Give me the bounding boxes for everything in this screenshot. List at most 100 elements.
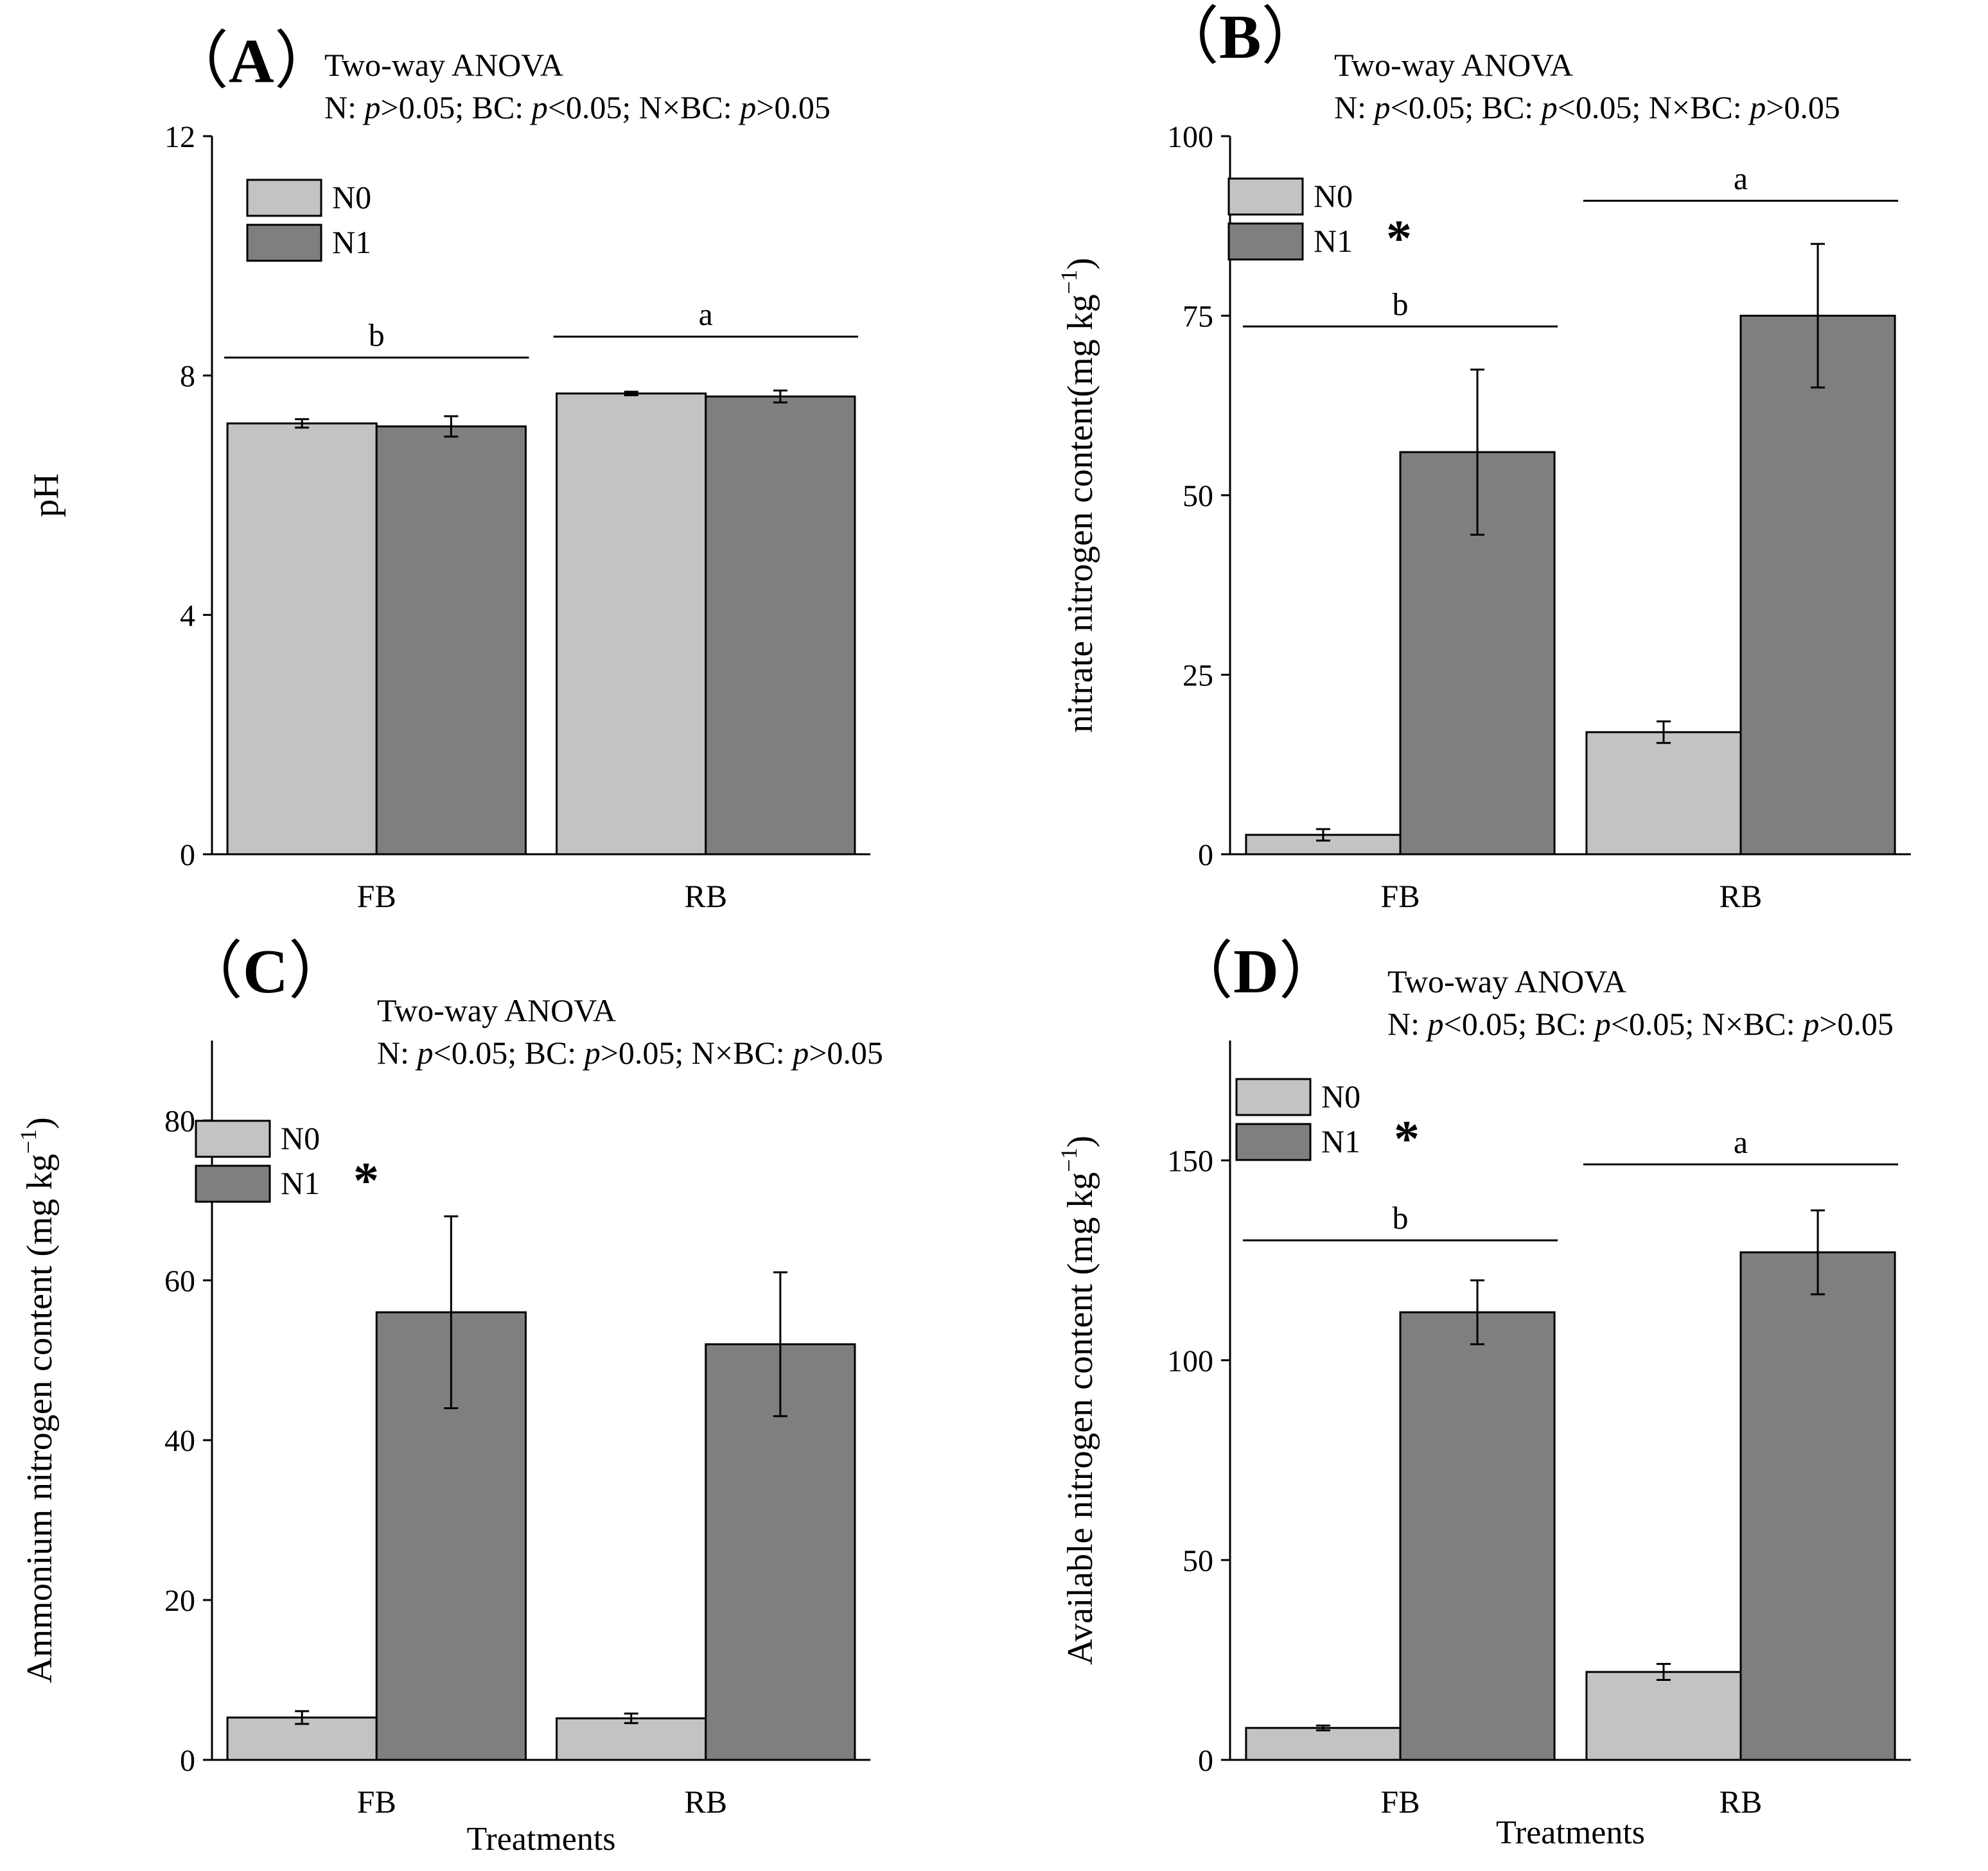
y-axis-title: pH xyxy=(26,473,66,517)
y-axis-title-close: ) xyxy=(1060,258,1100,270)
bar-fb-n0 xyxy=(226,422,378,856)
panel-label: （D） xyxy=(1170,937,1342,1006)
stats-text-segment: >0.05 xyxy=(1766,89,1840,125)
bar-fb-n0 xyxy=(1245,1726,1402,1761)
p-symbol: p xyxy=(416,1035,434,1071)
y-tick-label: 80 xyxy=(164,1104,195,1138)
y-axis-title-close: ) xyxy=(20,1117,60,1129)
legend-swatch-n1 xyxy=(1235,1123,1312,1161)
anova-stats: N: p<0.05; BC: p<0.05; N×BC: p>0.05 xyxy=(1387,1006,1894,1042)
panel-label: （B） xyxy=(1156,3,1324,72)
stats-text-segment: >0.05 xyxy=(809,1035,883,1071)
bar-fb-n1 xyxy=(375,425,527,856)
legend-swatch-n0 xyxy=(1235,1078,1312,1116)
stats-text-segment: >0.05 xyxy=(756,89,831,125)
significance-letter: a xyxy=(1734,1124,1748,1160)
significance-letter: b xyxy=(1393,286,1409,322)
bar-fb-n1 xyxy=(1399,1311,1556,1761)
bar-rb-n1 xyxy=(1739,315,1896,856)
y-axis-title-superscript: −1 xyxy=(15,1129,41,1154)
y-axis-title-text: Available nitrogen content (mg kg xyxy=(1060,1172,1100,1665)
y-tick-label: 50 xyxy=(1183,1544,1213,1578)
stats-text-segment: <0.05; N×BC: xyxy=(1558,89,1750,125)
legend-swatch-n1 xyxy=(1227,222,1304,261)
y-tick-label: 0 xyxy=(1198,838,1213,872)
stats-text-segment: <0.05; BC: xyxy=(434,1035,585,1071)
y-axis-title: Available nitrogen content (mg kg−1) xyxy=(1056,1136,1100,1665)
legend-swatch-n0 xyxy=(246,179,322,217)
x-category-label: RB xyxy=(1720,1784,1763,1820)
significance-letter: a xyxy=(1734,161,1748,197)
y-tick-label: 100 xyxy=(1167,120,1213,154)
legend-label-n1: N1 xyxy=(332,224,371,260)
p-symbol: p xyxy=(1426,1006,1444,1042)
panel-label-paren-close: ） xyxy=(274,27,337,96)
anova-title: Two-way ANOVA xyxy=(377,992,616,1028)
y-axis-title-text: nitrate nitrogen content(mg kg xyxy=(1060,294,1100,733)
stats-text-segment: <0.05; BC: xyxy=(1391,89,1542,125)
y-axis-title-superscript: −1 xyxy=(1056,270,1082,294)
legend-label-n1: N1 xyxy=(1314,223,1353,259)
x-category-label: RB xyxy=(684,878,727,914)
stats-text-segment: <0.05; N×BC: xyxy=(548,89,741,125)
anova-stats: N: p<0.05; BC: p>0.05; N×BC: p>0.05 xyxy=(377,1035,883,1071)
p-symbol: p xyxy=(791,1035,809,1071)
x-axis-title: Treatments xyxy=(466,1821,615,1858)
legend-label-n1: N1 xyxy=(1321,1123,1360,1159)
stats-text-segment: >0.05; BC: xyxy=(381,89,532,125)
y-tick-label: 0 xyxy=(180,1744,195,1778)
x-category-label: FB xyxy=(357,1784,396,1820)
y-axis-title-superscript: −1 xyxy=(1056,1148,1082,1172)
stats-text-segment: <0.05; BC: xyxy=(1444,1006,1595,1042)
legend-label-n0: N0 xyxy=(332,179,371,215)
y-tick-label: 75 xyxy=(1183,300,1213,334)
legend-significance-star: * xyxy=(1386,211,1412,267)
significance-letter: b xyxy=(369,317,385,353)
anova-stats: N: p<0.05; BC: p<0.05; N×BC: p>0.05 xyxy=(1334,89,1840,125)
x-category-label: FB xyxy=(1380,878,1420,914)
p-symbol: p xyxy=(1801,1006,1819,1042)
legend-label-n1: N1 xyxy=(281,1165,320,1201)
bar-rb-n0 xyxy=(556,392,707,856)
y-axis-title-close: ) xyxy=(1060,1136,1100,1148)
stats-text-segment: N: xyxy=(1334,89,1375,125)
y-tick-label: 0 xyxy=(180,838,195,872)
p-symbol: p xyxy=(530,89,548,125)
legend-label-n0: N0 xyxy=(281,1120,320,1156)
panel-label-paren-close: ） xyxy=(1279,937,1342,1006)
legend-significance-star: * xyxy=(353,1153,379,1209)
y-axis-title: Ammonium nitrogen content (mg kg−1) xyxy=(15,1117,60,1683)
x-category-label: FB xyxy=(357,878,396,914)
p-symbol: p xyxy=(363,89,381,125)
legend-swatch-n1 xyxy=(195,1164,271,1203)
panel-label-letter: A xyxy=(229,27,274,96)
legend-swatch-n1 xyxy=(246,224,322,262)
anova-title: Two-way ANOVA xyxy=(1387,963,1626,999)
y-tick-label: 25 xyxy=(1183,659,1213,693)
panel-label-letter: D xyxy=(1233,937,1279,1006)
p-symbol: p xyxy=(1540,89,1558,125)
stats-text-segment: >0.05 xyxy=(1819,1006,1894,1042)
y-tick-label: 150 xyxy=(1167,1145,1213,1179)
y-tick-label: 50 xyxy=(1183,479,1213,513)
p-symbol: p xyxy=(1593,1006,1611,1042)
y-tick-label: 40 xyxy=(164,1424,195,1458)
significance-letter: a xyxy=(699,296,713,332)
y-axis-title-text: pH xyxy=(26,473,66,517)
stats-text-segment: <0.05; N×BC: xyxy=(1611,1006,1804,1042)
x-axis-title: Treatments xyxy=(1496,1814,1645,1851)
stats-text-segment: N: xyxy=(324,89,365,125)
bar-rb-n0 xyxy=(556,1717,707,1761)
legend-swatch-n0 xyxy=(195,1120,271,1158)
panel-d: （D） Two-way ANOVA N: p<0.05; BC: p<0.05; N… xyxy=(1056,937,1911,1851)
panel-label-letter: B xyxy=(1219,3,1261,72)
anova-title: Two-way ANOVA xyxy=(324,47,563,83)
panel-label-paren-open: （ xyxy=(1170,937,1233,1006)
bar-rb-n0 xyxy=(1585,1671,1742,1761)
bar-rb-n0 xyxy=(1585,731,1742,856)
panel-label-paren-close: ） xyxy=(1261,3,1324,72)
legend-label-n0: N0 xyxy=(1314,178,1353,214)
panel-label: （C） xyxy=(180,937,351,1006)
